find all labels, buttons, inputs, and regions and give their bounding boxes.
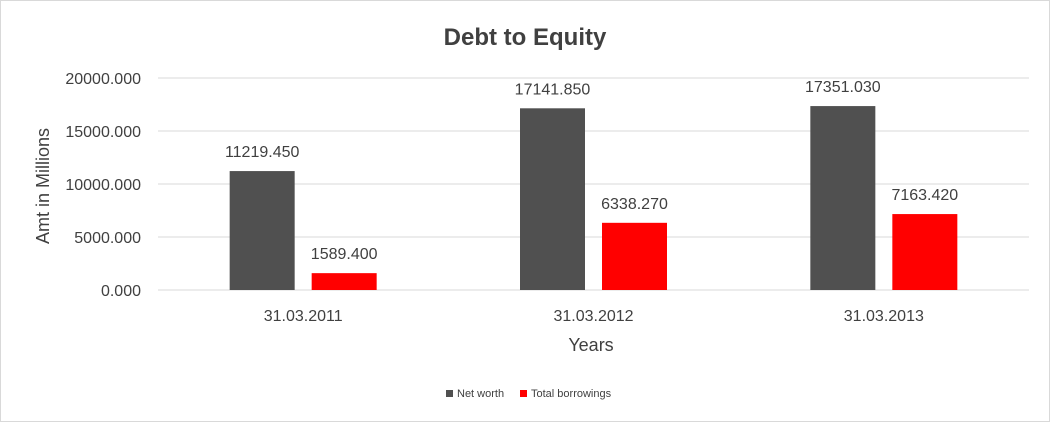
bar-total-borrowings: [892, 214, 958, 290]
bar-total-borrowings: [602, 222, 667, 290]
y-tick-label: 0.000: [101, 283, 141, 300]
legend-swatch: [520, 390, 527, 397]
legend-label: Total borrowings: [531, 388, 612, 400]
x-tick-labels: 31.03.2011 31.03.2012 31.03.2013: [264, 308, 924, 325]
data-labels: 11219.450 1589.400 17141.850 6338.270 17351.…: [225, 79, 958, 263]
x-tick-label: 31.03.2011: [264, 308, 343, 325]
bars: [229, 106, 958, 291]
data-label: 17351.030: [805, 79, 881, 96]
data-label: 17141.850: [515, 81, 591, 98]
data-label: 11219.450: [225, 144, 300, 161]
y-axis-label: Amt in Millions: [33, 128, 53, 244]
x-axis-label: Years: [568, 335, 613, 355]
legend-label: Net worth: [457, 388, 504, 400]
y-tick-label: 15000.000: [65, 124, 141, 141]
y-tick-labels: 0.000 5000.000 10000.000 15000.000 20000.000: [65, 71, 141, 300]
x-tick-label: 31.03.2012: [553, 308, 633, 325]
data-label: 7163.420: [891, 187, 958, 204]
y-tick-label: 20000.000: [65, 71, 141, 88]
chart-title: Debt to Equity: [444, 24, 607, 51]
x-tick-label: 31.03.2013: [844, 308, 924, 325]
bar-net-worth: [229, 171, 295, 290]
bar-total-borrowings: [311, 273, 377, 290]
bar-net-worth: [520, 108, 585, 290]
data-label: 6338.270: [601, 196, 668, 213]
legend-swatch: [446, 390, 453, 397]
bar-net-worth: [810, 106, 876, 291]
legend: Net worth Total borrowings: [446, 388, 612, 400]
y-tick-label: 5000.000: [74, 230, 141, 247]
data-label: 1589.400: [311, 246, 378, 263]
y-tick-label: 10000.000: [65, 177, 141, 194]
gridlines: [158, 77, 1029, 291]
